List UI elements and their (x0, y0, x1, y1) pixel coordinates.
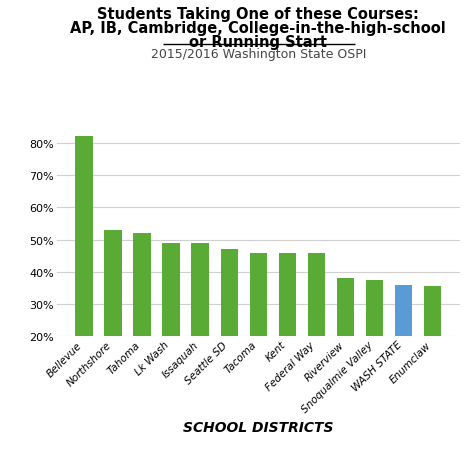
Bar (220, 250, 238, 401)
Bar (250, 253, 267, 401)
Bar (163, 243, 180, 401)
Bar (308, 253, 325, 401)
Bar (279, 253, 296, 401)
Bar (104, 230, 122, 401)
Text: Students Taking One of these Courses:: Students Taking One of these Courses: (97, 7, 419, 22)
Bar (337, 279, 354, 401)
Bar (191, 243, 209, 401)
Bar (424, 287, 441, 401)
Bar (133, 234, 151, 401)
X-axis label: SCHOOL DISTRICTS: SCHOOL DISTRICTS (183, 420, 334, 434)
Bar (366, 280, 383, 401)
Bar (75, 137, 92, 401)
Text: AP, IB, Cambridge, College-in-the-high-school: AP, IB, Cambridge, College-in-the-high-s… (71, 20, 446, 35)
Text: 2015/2016 Washington State OSPI: 2015/2016 Washington State OSPI (151, 48, 366, 61)
Bar (395, 285, 412, 401)
Text: or Running Start: or Running Start (189, 35, 328, 50)
